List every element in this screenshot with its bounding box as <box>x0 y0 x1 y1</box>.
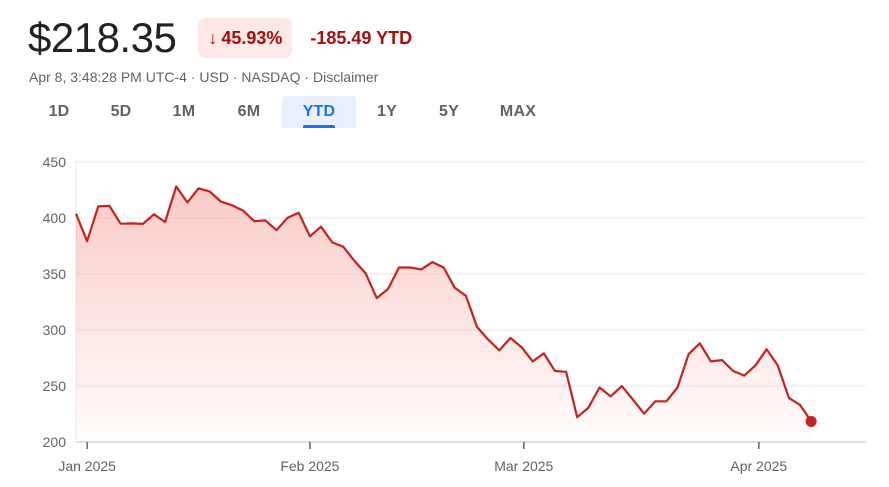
time-range-tabs: 1D 5D 1M 6M YTD 1Y 5Y MAX <box>28 96 556 128</box>
quote-header: $218.35 ↓ 45.93% -185.49 YTD <box>28 14 412 62</box>
x-tick-label: Mar 2025 <box>494 458 553 474</box>
current-price-marker <box>805 415 817 427</box>
tab-max[interactable]: MAX <box>499 103 537 120</box>
current-price: $218.35 <box>28 14 177 61</box>
tab-1y[interactable]: 1Y <box>377 103 397 120</box>
tab-1d[interactable]: 1D <box>48 103 70 120</box>
tab-ytd[interactable]: YTD <box>282 96 356 128</box>
tab-5y[interactable]: 5Y <box>439 103 459 120</box>
x-tick-label: Apr 2025 <box>730 458 787 474</box>
arrow-down-icon: ↓ <box>208 28 218 48</box>
y-tick-label: 350 <box>43 266 67 282</box>
price-chart[interactable]: 450 400 350 300 250 200 Jan 2025 Feb 2025 Mar 2… <box>0 140 889 487</box>
price-area-fill <box>76 186 812 442</box>
x-tick-label: Feb 2025 <box>280 458 339 474</box>
y-tick-label: 400 <box>43 210 67 226</box>
y-tick-label: 450 <box>43 154 67 170</box>
change-percent: 45.93% <box>221 27 283 48</box>
x-tick-label: Jan 2025 <box>58 458 116 474</box>
disclaimer-link[interactable]: Disclaimer <box>312 69 379 85</box>
timestamp-exchange: Apr 8, 3:48:28 PM UTC-4 · USD · NASDAQ · <box>29 69 313 85</box>
quote-meta: Apr 8, 3:48:28 PM UTC-4 · USD · NASDAQ ·… <box>29 68 378 86</box>
tab-1m[interactable]: 1M <box>172 103 196 120</box>
y-tick-label: 250 <box>43 378 67 394</box>
y-tick-label: 200 <box>43 434 67 450</box>
tab-6m[interactable]: 6M <box>237 103 261 120</box>
change-amount: -185.49 YTD <box>310 27 413 48</box>
price-line <box>74 185 813 423</box>
tab-5d[interactable]: 5D <box>110 103 132 120</box>
change-percent-badge: ↓ 45.93% <box>198 18 293 58</box>
y-tick-label: 300 <box>43 322 67 338</box>
